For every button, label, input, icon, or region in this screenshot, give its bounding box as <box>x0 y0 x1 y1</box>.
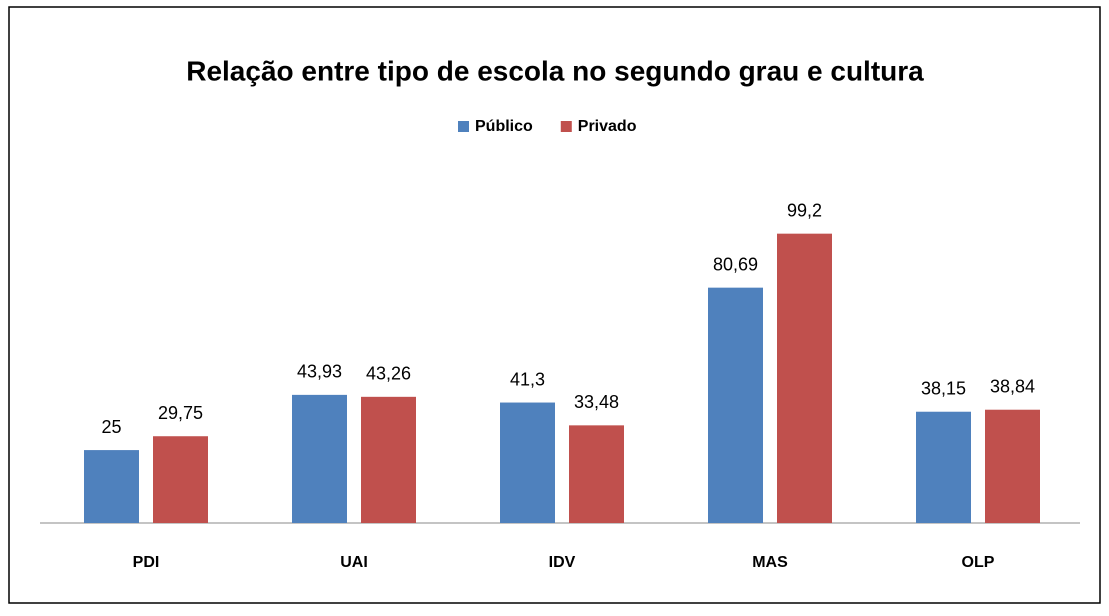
bar <box>708 287 763 523</box>
value-label: 99,2 <box>787 200 822 220</box>
bar <box>569 425 624 523</box>
value-label: 43,93 <box>297 362 342 382</box>
bar <box>153 436 208 523</box>
value-label: 33,48 <box>574 392 619 412</box>
bar <box>84 450 139 523</box>
legend-swatch <box>560 121 572 132</box>
value-label: 38,15 <box>921 378 966 398</box>
x-tick-label: PDI <box>133 554 160 571</box>
x-tick-label: IDV <box>549 554 576 571</box>
x-tick-label: OLP <box>962 554 995 571</box>
value-label: 43,26 <box>366 364 411 384</box>
legend-label: Público <box>475 118 533 135</box>
bar <box>500 402 555 523</box>
bar <box>292 394 347 523</box>
legend-label: Privado <box>578 118 637 135</box>
value-label: 25 <box>101 417 121 437</box>
chart-title: Relação entre tipo de escola no segundo … <box>186 55 924 86</box>
x-tick-label: MAS <box>752 554 788 571</box>
bar <box>916 411 971 523</box>
value-label: 38,84 <box>990 376 1035 396</box>
value-label: 41,3 <box>510 369 545 389</box>
bar <box>361 396 416 523</box>
legend-swatch <box>458 121 469 132</box>
value-label: 29,75 <box>158 403 203 423</box>
bar <box>777 233 832 523</box>
x-tick-label: UAI <box>340 554 368 571</box>
bar <box>985 409 1040 523</box>
value-label: 80,69 <box>713 254 758 274</box>
